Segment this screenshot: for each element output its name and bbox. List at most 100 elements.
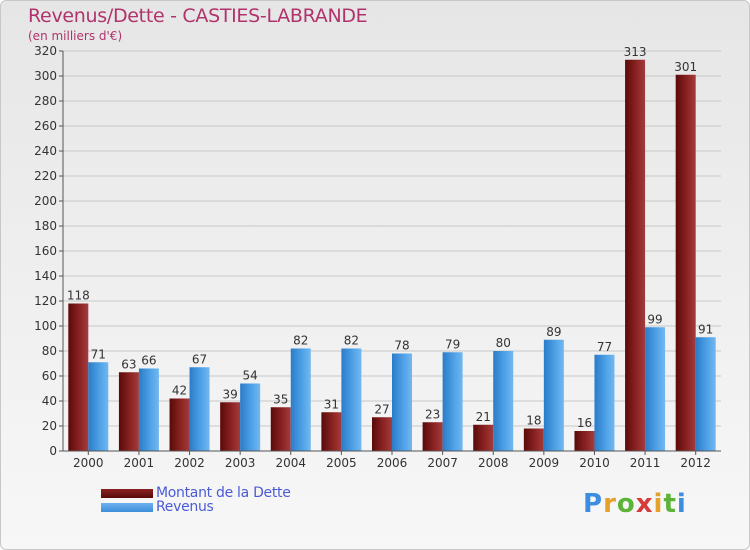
x-tick-label: 2010 <box>579 456 610 470</box>
logo-letter: r <box>603 489 617 519</box>
revenue-bar <box>189 367 210 451</box>
y-tick-label: 140 <box>34 269 57 283</box>
x-tick-label: 2006 <box>377 456 408 470</box>
revenue-value-label: 82 <box>344 334 359 348</box>
proxiti-logo: Proxiti <box>583 489 687 519</box>
debt-value-label: 42 <box>172 384 187 398</box>
debt-bar <box>574 431 595 451</box>
x-tick-label: 2005 <box>326 456 357 470</box>
y-tick-label: 120 <box>34 294 57 308</box>
y-tick-label: 220 <box>34 169 57 183</box>
x-tick-label: 2012 <box>680 456 711 470</box>
revenue-value-label: 91 <box>698 322 713 336</box>
debt-value-label: 21 <box>476 410 491 424</box>
x-tick-label: 2007 <box>427 456 458 470</box>
debt-value-label: 35 <box>273 392 288 406</box>
x-tick-label: 2002 <box>174 456 205 470</box>
revenue-value-label: 82 <box>293 334 308 348</box>
debt-bar <box>118 372 139 451</box>
logo-letter: x <box>635 489 654 519</box>
debt-value-label: 27 <box>374 402 389 416</box>
revenue-bar <box>392 353 412 451</box>
y-tick-label: 80 <box>42 344 57 358</box>
logo-letter: i <box>653 489 664 519</box>
y-tick-label: 240 <box>34 144 57 158</box>
logo-letter: o <box>616 489 636 519</box>
revenue-value-label: 77 <box>597 340 612 354</box>
revenue-bar <box>138 368 159 451</box>
debt-value-label: 31 <box>324 397 339 411</box>
y-tick-label: 0 <box>49 444 57 458</box>
revenue-value-label: 67 <box>192 352 207 366</box>
x-tick-label: 2004 <box>275 456 306 470</box>
x-tick-label: 2011 <box>630 456 661 470</box>
revenue-bar <box>543 339 564 451</box>
y-tick-label: 280 <box>34 94 57 108</box>
x-tick-label: 2003 <box>225 456 256 470</box>
revenue-bar <box>88 362 109 451</box>
legend-swatch-revenue <box>101 503 153 512</box>
logo-letter: i <box>676 489 687 519</box>
chart-subtitle: (en milliers d'€) <box>28 29 123 43</box>
revenue-bar <box>645 327 666 451</box>
revenue-value-label: 66 <box>141 354 156 368</box>
revenue-bar <box>240 383 261 451</box>
debt-bar <box>372 417 392 451</box>
x-tick-label: 2001 <box>124 456 155 470</box>
legend-swatch-debt <box>101 489 153 498</box>
x-tick-label: 2000 <box>73 456 104 470</box>
debt-bar <box>625 59 646 451</box>
debt-value-label: 39 <box>223 387 238 401</box>
revenue-bar <box>493 351 514 451</box>
revenue-value-label: 54 <box>243 369 258 383</box>
y-tick-label: 40 <box>42 394 57 408</box>
debt-value-label: 118 <box>67 289 90 303</box>
revenue-value-label: 78 <box>394 339 409 353</box>
y-tick-label: 260 <box>34 119 57 133</box>
debt-bar <box>169 398 190 451</box>
logo-letter: t <box>663 489 677 519</box>
legend-label-revenue: Revenus <box>156 499 214 515</box>
revenue-bar <box>341 348 362 451</box>
bars <box>68 59 716 451</box>
debt-value-label: 301 <box>674 60 697 74</box>
axes: 0 20 40 60 80 100 120 140 160 180 200 220 240 260 280 3… <box>34 44 721 470</box>
y-tick-label: 180 <box>34 219 57 233</box>
revenue-bar <box>594 354 615 451</box>
chart-title: Revenus/Dette - CASTIES-LABRANDE <box>28 5 368 27</box>
legend-label-debt: Montant de la Dette <box>156 485 291 501</box>
debt-value-label: 18 <box>526 414 541 428</box>
y-tick-label: 320 <box>34 44 57 58</box>
debt-value-label: 63 <box>121 357 136 371</box>
y-tick-label: 100 <box>34 319 57 333</box>
revenue-value-label: 89 <box>546 325 561 339</box>
revenue-value-label: 99 <box>647 312 662 326</box>
debt-bar <box>321 412 342 451</box>
y-tick-label: 200 <box>34 194 57 208</box>
debt-bar <box>68 303 89 451</box>
debt-value-label: 23 <box>425 407 440 421</box>
logo-letter: P <box>583 489 604 519</box>
y-tick-label: 20 <box>42 419 57 433</box>
debt-bar <box>270 407 291 451</box>
debt-bar <box>675 74 696 451</box>
debt-bar <box>523 428 544 451</box>
x-tick-label: 2008 <box>478 456 509 470</box>
y-tick-label: 60 <box>42 369 57 383</box>
debt-bar <box>422 422 443 451</box>
x-tick-label: 2009 <box>529 456 560 470</box>
debt-bar <box>220 402 241 451</box>
debt-value-label: 313 <box>624 45 647 59</box>
debt-bar <box>473 424 494 451</box>
y-tick-label: 300 <box>34 69 57 83</box>
data-labels: 118 71 63 66 42 67 39 54 35 82 31 82 27 78 23 79 21 80 18 8… <box>67 45 713 430</box>
y-tick-label: 160 <box>34 244 57 258</box>
revenue-value-label: 79 <box>445 337 460 351</box>
revenue-value-label: 80 <box>496 336 511 350</box>
revenue-bar <box>442 352 463 451</box>
revenue-value-label: 71 <box>91 347 106 361</box>
revenue-bar <box>695 337 716 451</box>
debt-value-label: 16 <box>577 416 592 430</box>
